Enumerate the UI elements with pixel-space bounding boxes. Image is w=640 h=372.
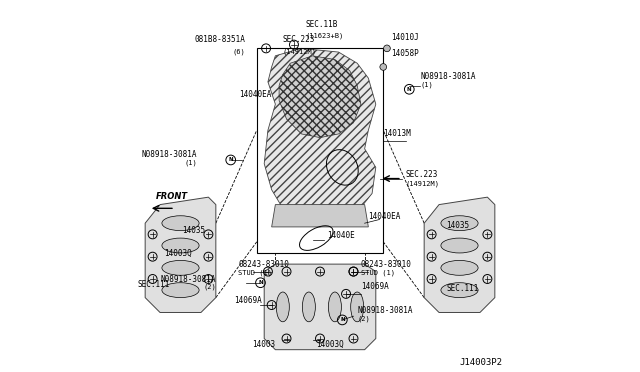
Text: N: N — [258, 280, 263, 285]
Ellipse shape — [441, 216, 478, 231]
Ellipse shape — [276, 292, 289, 322]
Text: (11623+B): (11623+B) — [305, 32, 344, 39]
Ellipse shape — [351, 292, 364, 322]
Text: 14035: 14035 — [447, 221, 470, 230]
Text: 14013M: 14013M — [383, 129, 411, 138]
Text: 08243-83010: 08243-83010 — [238, 260, 289, 269]
Text: 14003Q: 14003Q — [164, 248, 191, 257]
Text: J14003P2: J14003P2 — [460, 358, 502, 367]
Ellipse shape — [162, 238, 199, 253]
Polygon shape — [271, 205, 369, 227]
Text: STUD (1): STUD (1) — [361, 269, 395, 276]
Text: 14035: 14035 — [182, 226, 205, 235]
Polygon shape — [424, 197, 495, 312]
Ellipse shape — [328, 292, 341, 322]
Ellipse shape — [162, 260, 199, 275]
Ellipse shape — [162, 216, 199, 231]
Text: (14912M): (14912M) — [406, 180, 440, 187]
Text: N: N — [407, 87, 412, 92]
Text: (1): (1) — [420, 81, 433, 88]
Ellipse shape — [162, 283, 199, 298]
Text: N08918-3081A: N08918-3081A — [357, 306, 413, 315]
Polygon shape — [264, 48, 376, 227]
Text: STUD (1): STUD (1) — [238, 269, 272, 276]
Text: 081B8-8351A: 081B8-8351A — [195, 35, 246, 44]
Text: 14003Q: 14003Q — [316, 340, 344, 349]
Text: 14003: 14003 — [252, 340, 275, 349]
Text: 14040EA: 14040EA — [369, 212, 401, 221]
Text: 14058P: 14058P — [390, 49, 419, 58]
Text: N08918-3081A: N08918-3081A — [420, 72, 476, 81]
Text: SEC.111: SEC.111 — [138, 280, 170, 289]
Ellipse shape — [441, 260, 478, 275]
Text: (1): (1) — [184, 160, 197, 166]
Text: (14912M): (14912M) — [283, 48, 317, 55]
Text: SEC.223: SEC.223 — [283, 35, 315, 44]
Text: 14010J: 14010J — [390, 33, 419, 42]
Polygon shape — [264, 264, 376, 350]
Text: 08243-83010: 08243-83010 — [361, 260, 412, 269]
Text: N: N — [340, 317, 344, 323]
Ellipse shape — [302, 292, 316, 322]
Text: N08918-3081A: N08918-3081A — [141, 150, 197, 159]
Text: (2): (2) — [357, 315, 370, 322]
Text: N08918-3081A: N08918-3081A — [161, 275, 216, 283]
Circle shape — [380, 64, 387, 70]
Text: (2): (2) — [203, 284, 216, 291]
Text: SEC.11B: SEC.11B — [305, 20, 337, 29]
Ellipse shape — [441, 238, 478, 253]
Circle shape — [383, 45, 390, 52]
Polygon shape — [145, 197, 216, 312]
Text: N: N — [228, 157, 233, 163]
Text: 14040E: 14040E — [328, 231, 355, 240]
Polygon shape — [279, 56, 361, 138]
Text: SEC.111: SEC.111 — [447, 284, 479, 293]
Text: 14069A: 14069A — [234, 296, 262, 305]
Text: 14040EA: 14040EA — [239, 90, 271, 99]
Text: 14069A: 14069A — [361, 282, 388, 291]
Text: FRONT: FRONT — [156, 192, 188, 201]
Ellipse shape — [441, 283, 478, 298]
Bar — [257, 48, 383, 253]
Text: (6): (6) — [233, 48, 246, 55]
Text: SEC.223: SEC.223 — [406, 170, 438, 179]
